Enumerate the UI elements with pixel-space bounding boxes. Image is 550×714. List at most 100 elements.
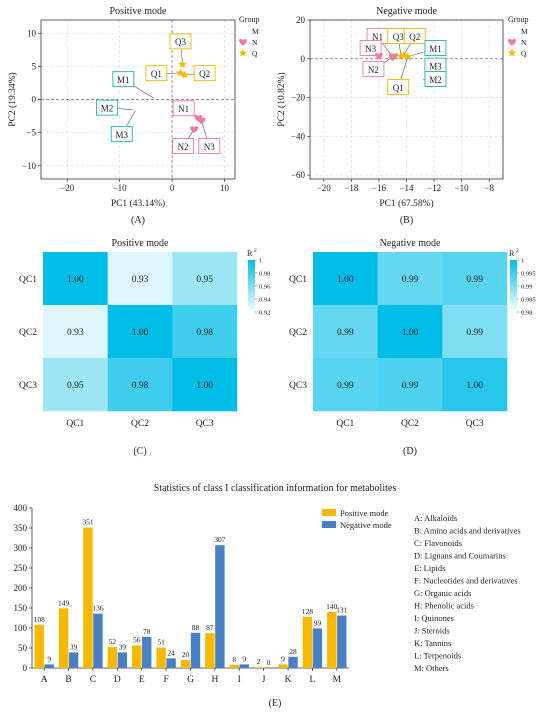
category-key-item: J: Steroids: [414, 626, 450, 636]
bar-positive: [58, 608, 69, 668]
bar-positive: [327, 612, 337, 668]
bar-positive: [205, 633, 215, 668]
y-tick-label: −20: [291, 93, 306, 103]
heatmap-cell: [107, 252, 173, 306]
legend-entry: M: [252, 27, 259, 36]
colorbar-tick-label: 1: [259, 258, 262, 265]
data-point-N: [375, 52, 383, 60]
row-label: QC3: [289, 381, 307, 391]
y-axis-label: PC2 (10.82%): [276, 72, 287, 126]
annotation-label: M3: [115, 130, 128, 140]
cell-value-label: 1.00: [466, 381, 483, 391]
x-tick-label: 0: [170, 183, 175, 193]
bar-negative: [288, 656, 298, 668]
data-point-Q: [399, 50, 408, 59]
heatmap-cell: [377, 305, 443, 359]
legend-title: Group: [239, 15, 259, 24]
bar-value-label: 52: [109, 637, 117, 646]
cell-value-label: 0.99: [466, 275, 483, 285]
colorbar-tick-label: 0.985: [521, 297, 536, 304]
annotation-box: [112, 71, 135, 88]
x-tick-label: −12: [427, 183, 441, 193]
x-tick-label: −16: [372, 183, 387, 193]
cell-value-label: 0.98: [196, 328, 213, 338]
y-tick-label: 20: [296, 15, 306, 25]
annotation-label: N2: [178, 142, 189, 152]
heatmap-cell: [442, 358, 508, 412]
bar-value-label: 140: [326, 602, 338, 611]
category-key-item: M: Others: [414, 663, 449, 673]
bar-value-label: 51: [157, 638, 165, 647]
annotation-label: N1: [372, 32, 383, 42]
annotation-box: [172, 100, 195, 117]
annotation-box: [172, 138, 195, 154]
heatmap-cell: [442, 305, 508, 359]
bar-positive: [229, 664, 239, 668]
bar-value-label: 128: [302, 607, 314, 616]
heatmap-cell: [377, 252, 443, 306]
bar-negative: [337, 615, 347, 668]
bar-negative: [44, 664, 54, 668]
column-label: QC3: [196, 419, 214, 429]
heatmap-cell: [43, 358, 108, 412]
x-tick-label: F: [163, 675, 168, 685]
colorbar-tick-label: 0.995: [521, 271, 536, 278]
panel-label: (E): [269, 698, 282, 709]
heatmap-cell: [172, 305, 238, 359]
row-label: QC1: [19, 275, 37, 285]
chart-title: Negative mode: [380, 238, 441, 249]
annotation-label: Q1: [151, 69, 162, 79]
heatmap-cell: [442, 252, 508, 306]
y-tick-label: 5: [32, 61, 37, 71]
cell-value-label: 1.00: [67, 275, 84, 285]
row-label: QC2: [289, 328, 307, 338]
category-key-item: G: Organic acids: [414, 588, 471, 598]
data-point-M: [150, 94, 155, 103]
bar-positive: [302, 616, 313, 668]
legend-marker-Q: [238, 48, 248, 57]
x-tick-label: H: [211, 675, 218, 685]
panel-label: (D): [403, 446, 417, 457]
y-tick-label: 350: [14, 523, 28, 533]
column-label: QC1: [336, 419, 354, 429]
legend-title: Group: [508, 15, 528, 24]
legend-entry: Negative mode: [340, 520, 392, 530]
annotation-box: [424, 71, 447, 87]
x-tick-label: −18: [344, 183, 359, 193]
category-key-item: E: Lipids: [414, 563, 445, 573]
heatmap-cell: [107, 358, 173, 412]
x-axis-label: PC1 (43.14%): [111, 198, 165, 209]
bar-value-label: 99: [314, 618, 322, 627]
x-tick-label: I: [238, 675, 241, 685]
x-tick-label: −20: [317, 183, 332, 193]
bar-panel-E: Statistics of class I classification inf…: [14, 483, 521, 709]
bar-positive: [253, 667, 264, 668]
annotation-label: M3: [429, 61, 442, 71]
cell-value-label: 1.00: [337, 275, 354, 285]
y-tick-label: −40: [291, 131, 306, 141]
annotation-box: [403, 28, 426, 44]
y-tick-label: 200: [14, 583, 28, 593]
bar-negative: [215, 545, 225, 668]
data-point-Q: [180, 70, 189, 79]
category-key-item: D: Lignans and Coumarins: [414, 551, 506, 561]
bar-value-label: 9: [47, 654, 51, 663]
row-label: QC3: [19, 381, 37, 391]
legend-entry: Q: [252, 49, 258, 58]
annotation-label: N1: [178, 104, 189, 114]
bar-value-label: 0: [267, 658, 271, 667]
annotation-label: M2: [101, 103, 114, 113]
annotation-label: Q1: [393, 83, 404, 93]
cell-value-label: 0.99: [466, 328, 483, 338]
colorbar-tick-label: 0.99: [521, 284, 532, 291]
colorbar-tick-label: 1: [521, 258, 524, 265]
cell-value-label: 1.00: [132, 328, 149, 338]
bar-negative: [68, 652, 79, 668]
data-point-M: [132, 106, 137, 115]
bar-value-label: 108: [34, 615, 46, 624]
panel-label: (B): [400, 215, 413, 226]
y-tick-label: −5: [26, 128, 36, 138]
x-tick-label: 10: [220, 183, 230, 193]
x-tick-label: G: [187, 675, 194, 685]
